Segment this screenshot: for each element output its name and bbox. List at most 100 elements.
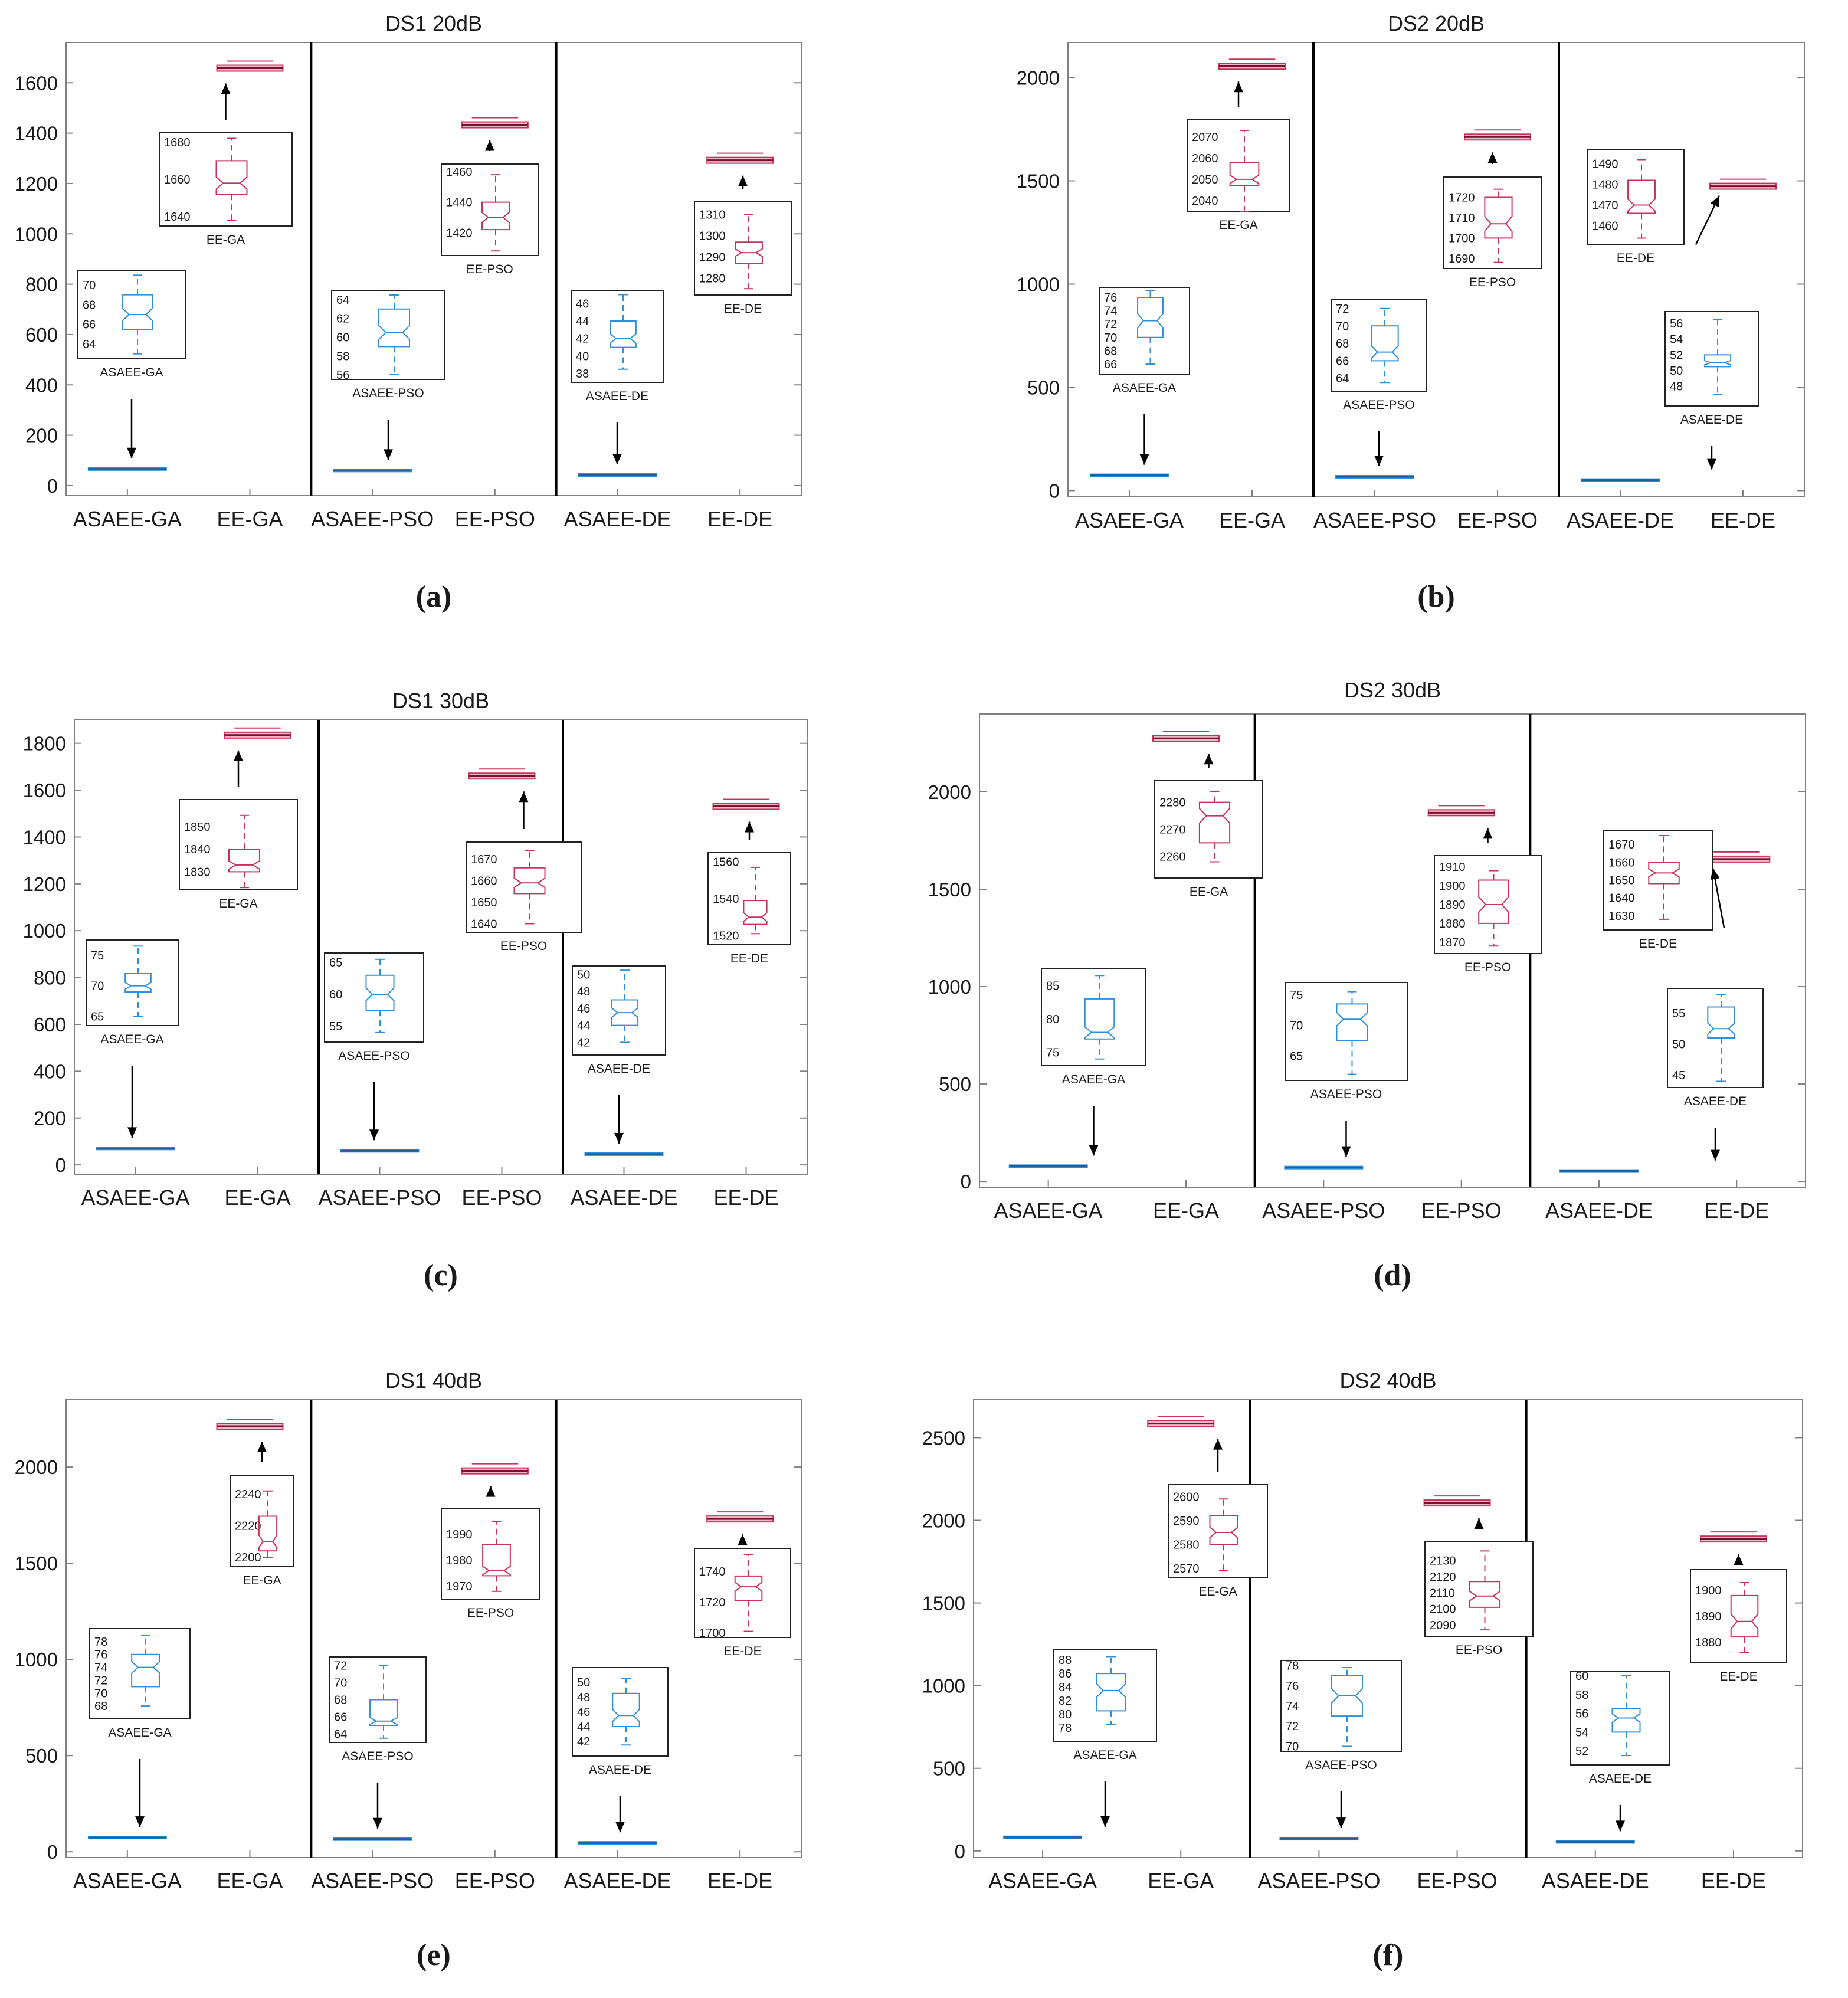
y-tick-label: 2500: [922, 1427, 965, 1449]
chart-title: DS2 40dB: [1339, 1368, 1436, 1393]
y-tick-label: 2000: [15, 1456, 58, 1478]
inset-ee-de: 1520 1540 1560 EE-DE: [707, 852, 791, 965]
inset-frame: [86, 939, 179, 1026]
inset-label: EE-PSO: [466, 263, 513, 276]
inset-label: EE-GA: [1190, 885, 1228, 899]
inset-tick-label: 76: [1286, 1680, 1299, 1693]
inset-tick-label: 68: [1336, 338, 1349, 351]
inset-tick-label: 75: [1290, 989, 1303, 1002]
arrow-head: [738, 175, 748, 186]
inset-tick-label: 48: [577, 1691, 590, 1704]
panel-caption: (b): [1417, 580, 1455, 614]
arrow-head: [1474, 1518, 1484, 1529]
x-tick-label: ASAEE-GA: [988, 1869, 1097, 1893]
inset-tick-label: 64: [334, 1728, 347, 1741]
inset-tick-label: 46: [577, 1706, 590, 1719]
inset-tick-label: 48: [1670, 381, 1683, 394]
y-tick-label: 500: [939, 1073, 971, 1095]
inset-tick-label: 1640: [164, 211, 191, 224]
chart-panel-f: DS2 40dB 0 500 1000 1500 2000 2500 ASAEE-GA EE-G…: [922, 1368, 1803, 1972]
inset-label: EE-GA: [207, 233, 245, 247]
inset-tick-label: 80: [1046, 1013, 1059, 1026]
inset-tick-label: 2220: [235, 1520, 261, 1533]
inset-tick-label: 1890: [1439, 899, 1466, 912]
inset-tick-label: 68: [1104, 345, 1117, 358]
inset-box: [611, 999, 639, 1026]
x-tick-label: ASAEE-DE: [563, 507, 671, 531]
arrow-head: [384, 449, 393, 460]
inset-tick-label: 65: [91, 1010, 104, 1023]
panel-caption: (f): [1373, 1938, 1404, 1972]
inset-ee-pso: 1870 1880 1890 1900 1910 EE-PSO: [1434, 855, 1542, 974]
arrow-head: [1374, 456, 1384, 467]
inset-tick-label: 1720: [699, 1596, 726, 1609]
inset-label: ASAEE-PSO: [1305, 1758, 1377, 1772]
arrow-head: [1089, 1145, 1099, 1156]
inset-label: ASAEE-GA: [100, 366, 163, 379]
arrow-head: [1710, 868, 1720, 880]
inset-ee-ga: 2260 2270 2280 EE-GA: [1154, 780, 1263, 899]
inset-label: EE-DE: [724, 302, 762, 316]
y-tick-label: 0: [55, 1154, 66, 1176]
inset-box: [1096, 1673, 1126, 1712]
inset-tick-label: 65: [1290, 1050, 1303, 1063]
inset-tick-label: 82: [1059, 1695, 1072, 1708]
y-tick-label: 1200: [15, 173, 58, 195]
inset-asaee-de: 38 40 42 44 46 ASAEE-DE: [571, 290, 664, 403]
inset-label: EE-DE: [1617, 251, 1654, 265]
arrow-head: [234, 750, 243, 761]
inset-tick-label: 1670: [1608, 838, 1635, 851]
inset-tick-label: 1650: [471, 896, 497, 909]
inset-tick-label: 84: [1059, 1681, 1072, 1694]
y-tick-label: 1500: [1017, 171, 1060, 192]
y-tick-label: 1500: [928, 879, 971, 900]
y-tick-label: 600: [25, 324, 58, 346]
inset-tick-label: 44: [577, 1721, 590, 1734]
chart-title: DS1 20dB: [385, 11, 482, 35]
inset-frame: [441, 163, 539, 256]
y-tick-label: 0: [955, 1840, 965, 1862]
inset-tick-label: 1720: [1449, 191, 1475, 204]
inset-box: [743, 900, 768, 925]
inset-tick-label: 2270: [1159, 824, 1186, 837]
inset-label: ASAEE-PSO: [1310, 1088, 1382, 1101]
inset-label: ASAEE-GA: [100, 1033, 163, 1046]
inset-asaee-pso: 70 72 74 76 78 ASAEE-PSO: [1280, 1660, 1402, 1772]
inset-tick-label: 1520: [713, 929, 739, 942]
inset-frame: [1280, 1660, 1402, 1752]
inset-tick-label: 78: [1059, 1722, 1072, 1735]
inset-tick-label: 50: [1672, 1039, 1685, 1052]
y-tick-label: 600: [34, 1014, 66, 1036]
y-tick-label: 0: [47, 1841, 58, 1863]
panel-caption: (e): [417, 1938, 451, 1972]
y-tick-label: 1400: [15, 123, 58, 145]
inset-frame: [1664, 311, 1759, 407]
inset-label: ASAEE-DE: [1589, 1772, 1652, 1786]
plot-frame: [973, 1399, 1803, 1858]
inset-tick-label: 2590: [1173, 1515, 1200, 1528]
inset-asaee-ga: 65 70 75 ASAEE-GA: [86, 939, 179, 1046]
x-tick-label: EE-GA: [224, 1185, 290, 1210]
x-tick-label: ASAEE-GA: [1075, 508, 1184, 532]
panel-caption: (a): [416, 580, 452, 614]
inset-ee-de: 1280 1290 1300 1310 EE-DE: [694, 201, 792, 316]
inset-box: [124, 972, 152, 993]
inset-asaee-ga: 75 80 85 ASAEE-GA: [1041, 968, 1146, 1086]
inset-tick-label: 1540: [713, 893, 739, 906]
inset-tick-label: 66: [83, 319, 96, 332]
inset-tick-label: 45: [1672, 1069, 1685, 1082]
inset-box: [228, 849, 260, 873]
inset-tick-label: 66: [1336, 355, 1349, 368]
arrow-head: [738, 1534, 748, 1545]
inset-tick-label: 85: [1046, 980, 1059, 993]
x-tick-label: EE-DE: [707, 507, 772, 531]
x-tick-label: ASAEE-GA: [994, 1198, 1103, 1223]
inset-tick-label: 70: [83, 279, 96, 292]
inset-tick-label: 1880: [1695, 1636, 1722, 1649]
inset-ee-pso: 2090 2100 2110 2120 2130 EE-PSO: [1424, 1541, 1534, 1657]
inset-tick-label: 54: [1575, 1726, 1588, 1739]
inset-box: [1336, 1003, 1368, 1041]
inset-box: [1137, 296, 1164, 338]
chart-panel-a: DS1 20dB 0 200 400 600 800 1000 1200 1400 1600 ASA…: [15, 11, 802, 614]
inset-asaee-pso: 56 58 60 62 64 ASAEE-PSO: [331, 290, 445, 400]
